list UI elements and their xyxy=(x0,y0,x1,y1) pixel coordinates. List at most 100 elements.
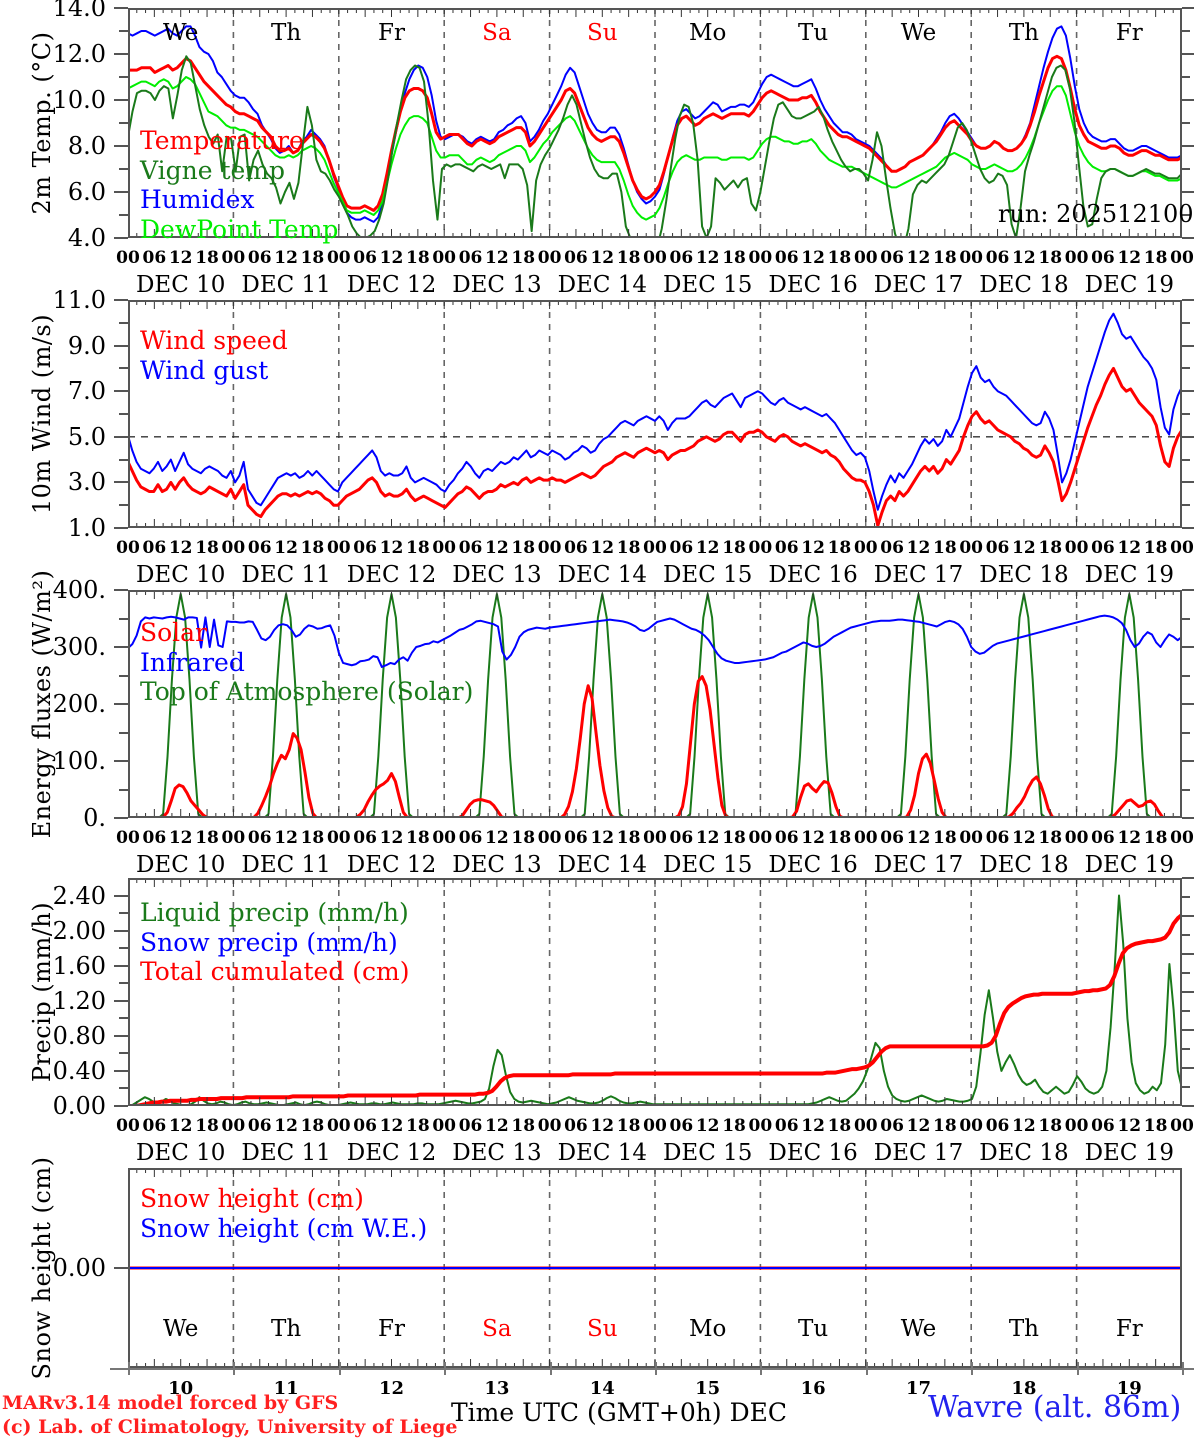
hour-label-energy-222: 06 xyxy=(1091,828,1115,848)
y-tick-label-energy-3: 300. xyxy=(52,633,106,661)
hour-label-wind-210: 18 xyxy=(1038,538,1063,558)
date-label-temperature-1: DEC 11 xyxy=(241,272,331,298)
hour-label-temperature-48: 00 xyxy=(326,248,351,268)
hour-label-precip-186: 18 xyxy=(933,1116,957,1136)
day-name-top-7: We xyxy=(900,20,937,46)
hour-label-wind-108: 12 xyxy=(590,538,615,558)
y-right-tick-energy-8 xyxy=(1182,589,1194,591)
hour-label-wind-192: 00 xyxy=(959,538,984,558)
day-name-bottom-1: Th xyxy=(271,1316,302,1342)
hour-label-energy-132: 12 xyxy=(695,828,720,848)
y-tick-label-energy-4: 400. xyxy=(52,576,106,604)
hour-label-energy-204: 12 xyxy=(1012,828,1036,848)
hour-label-temperature-192: 00 xyxy=(959,248,984,268)
date-label-precip-5: DEC 15 xyxy=(662,1140,753,1166)
series-liquid-precip-mm-h xyxy=(128,894,1182,1106)
hour-label-temperature-78: 06 xyxy=(458,248,483,268)
series-dewpoint-temp xyxy=(128,76,1182,221)
hour-label-temperature-144: 00 xyxy=(748,248,773,268)
y-tick-label-wind-4: 9.0 xyxy=(67,331,106,360)
plot-border-wind xyxy=(128,300,1182,528)
hour-label-wind-0: 00 xyxy=(116,538,140,558)
bottom-axis-tick-2 xyxy=(338,1362,341,1375)
y-right-tick-precip-5 xyxy=(1182,1010,1190,1012)
hour-label-temperature-156: 12 xyxy=(801,248,825,268)
y-tick-label-wind-1: 3.0 xyxy=(67,468,106,497)
y-tick-snow-0 xyxy=(114,1267,128,1269)
hour-label-energy-30: 06 xyxy=(247,828,272,848)
hour-label-energy-138: 18 xyxy=(722,828,746,848)
hour-label-temperature-96: 00 xyxy=(537,248,562,268)
hour-label-precip-66: 18 xyxy=(406,1116,430,1136)
day-name-top-4: Su xyxy=(587,20,618,46)
y-tick-label-temperature-4: 12.0 xyxy=(52,40,106,68)
y-right-tick-wind-4 xyxy=(1182,435,1194,438)
y-axis-title-temperature: 2m Temp. (°C) xyxy=(28,31,56,215)
hour-label-wind-12: 12 xyxy=(168,538,193,558)
hour-label-temperature-108: 12 xyxy=(590,248,615,268)
hour-label-energy-144: 00 xyxy=(748,828,773,848)
hour-label-precip-222: 06 xyxy=(1091,1116,1115,1136)
y-right-tick-precip-3 xyxy=(1182,1048,1190,1050)
chart-svg-energy xyxy=(128,590,1182,818)
hour-label-temperature-66: 18 xyxy=(406,248,430,268)
hour-label-energy-150: 06 xyxy=(774,828,799,848)
hour-label-precip-120: 00 xyxy=(643,1116,667,1136)
y-tick-wind-5 xyxy=(114,299,128,301)
hour-label-precip-162: 18 xyxy=(827,1116,852,1136)
plot-border-precip xyxy=(128,878,1182,1106)
legend-item-wind-gust: Wind gust xyxy=(140,355,269,385)
y-tick-label-precip-4: 1.60 xyxy=(52,951,106,980)
y-tick-label-wind-0: 1.0 xyxy=(67,514,106,542)
date-label-wind-0: DEC 10 xyxy=(135,562,226,588)
date-label-precip-2: DEC 12 xyxy=(346,1140,437,1166)
y-tick-label-energy-1: 100. xyxy=(52,747,106,775)
y-tick-wind-3 xyxy=(114,390,128,393)
hour-label-energy-96: 00 xyxy=(537,828,562,848)
y-tick-label-wind-5: 11.0 xyxy=(52,286,106,314)
bottom-axis-tick-7 xyxy=(865,1362,868,1375)
y-minor-tick-wind-3 xyxy=(119,367,128,370)
hour-label-wind-60: 12 xyxy=(379,538,404,558)
y-tick-energy-1 xyxy=(114,760,128,762)
legend-item-snow-precip-mm-h: Snow precip (mm/h) xyxy=(140,927,398,957)
y-minor-tick-temperature-3 xyxy=(119,76,128,78)
day-name-bottom-6: Tu xyxy=(798,1316,829,1342)
y-right-tick-temperature-2 xyxy=(1182,191,1194,193)
y-tick-wind-1 xyxy=(114,481,128,484)
legend-item-humidex: Humidex xyxy=(140,185,255,214)
y-tick-label-temperature-1: 6.0 xyxy=(67,178,106,206)
hour-label-wind-162: 18 xyxy=(827,538,852,558)
hour-label-temperature-222: 06 xyxy=(1091,248,1115,268)
footer-model-credit: MARv3.14 model forced by GFS xyxy=(2,1392,339,1414)
hour-label-temperature-186: 18 xyxy=(933,248,957,268)
y-tick-label-temperature-5: 14.0 xyxy=(52,0,106,22)
date-label-energy-5: DEC 15 xyxy=(662,852,753,878)
y-right-tick-wind-8 xyxy=(1182,344,1194,347)
y-minor-tick-wind-2 xyxy=(119,413,128,415)
y-minor-tick-precip-2 xyxy=(119,1017,128,1020)
y-tick-precip-2 xyxy=(114,1034,128,1037)
y-tick-label-snow-0: 0.00 xyxy=(52,1254,106,1282)
date-label-wind-1: DEC 11 xyxy=(241,562,331,588)
hour-label-temperature-102: 06 xyxy=(564,248,588,268)
hour-label-precip-228: 12 xyxy=(1117,1116,1142,1136)
hour-label-energy-0: 00 xyxy=(116,828,140,848)
hour-label-wind-72: 00 xyxy=(432,538,457,558)
hour-label-precip-72: 00 xyxy=(432,1116,457,1136)
hour-label-wind-48: 00 xyxy=(326,538,351,558)
hour-label-temperature-204: 12 xyxy=(1012,248,1036,268)
date-label-precip-4: DEC 14 xyxy=(557,1140,647,1166)
y-right-tick-energy-5 xyxy=(1182,674,1190,677)
hour-label-energy-114: 18 xyxy=(616,828,641,848)
y-right-tick-wind-7 xyxy=(1182,367,1190,370)
hour-label-wind-222: 06 xyxy=(1091,538,1115,558)
y-right-tick-temperature-0 xyxy=(1182,237,1194,239)
hour-label-energy-66: 18 xyxy=(406,828,430,848)
y-right-tick-wind-9 xyxy=(1182,321,1190,324)
y-minor-tick-precip-5 xyxy=(119,912,128,915)
date-label-energy-3: DEC 13 xyxy=(452,852,542,878)
hour-label-wind-66: 18 xyxy=(406,538,430,558)
series-humidex xyxy=(128,25,1182,223)
y-tick-precip-6 xyxy=(114,894,128,897)
